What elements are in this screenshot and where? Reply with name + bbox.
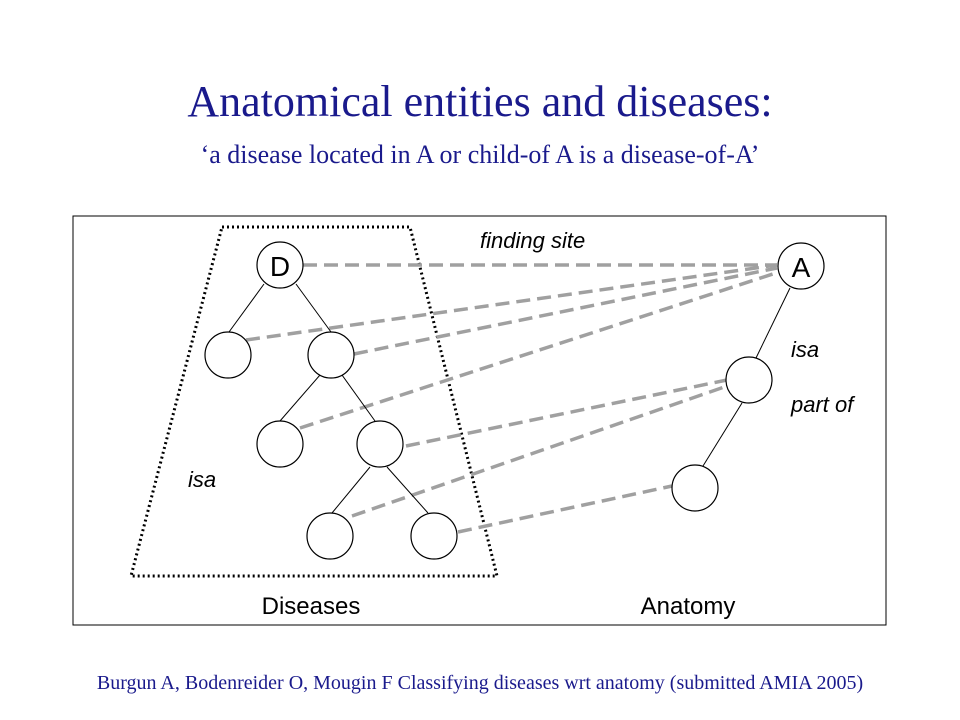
slide-subtitle: ‘a disease located in A or child-of A is… [200,140,760,169]
finding-site-label: finding site [480,228,585,253]
isa-label-anatomy: isa [791,337,819,362]
tree-nodes [204,241,825,560]
isa-label-diseases: isa [188,467,216,492]
link-n3-to-a [299,270,780,430]
node-disease-4 [356,420,404,468]
edge-d-n2 [295,283,332,333]
edge-a-b [755,287,791,359]
link-n2-to-a [353,266,778,356]
node-disease-1 [204,331,252,379]
part-of-label: part of [790,392,856,417]
node-a-label: A [792,252,811,283]
diseases-region [129,225,499,578]
slide-title: Anatomical entities and diseases: [187,77,773,126]
isa-edges [228,283,791,514]
link-n6-to-c [457,484,673,534]
node-disease-6 [410,512,458,560]
link-n3-to-b [405,378,728,448]
node-disease-5 [306,512,354,560]
finding-site-links [245,263,780,534]
anatomy-group-label: Anatomy [641,593,736,620]
node-a [777,242,825,290]
node-anatomy-c [671,464,719,512]
edge-n2-n3 [279,374,321,422]
diagram-frame [72,215,887,626]
edge-d-n1 [228,283,265,333]
edge-n2-n4 [341,374,376,422]
node-disease-3 [256,420,304,468]
node-anatomy-b [725,356,773,404]
link-n1-to-a [245,263,778,342]
citation: Burgun A, Bodenreider O, Mougin F Classi… [96,672,864,694]
node-d-label: D [270,251,290,282]
node-d [256,241,304,289]
node-disease-2 [307,331,355,379]
link-n5-to-b [351,383,731,518]
edge-b-c [702,402,743,467]
edge-n4-n5 [331,466,371,514]
edge-n4-n6 [386,466,429,514]
diseases-group-label: Diseases [262,593,361,620]
